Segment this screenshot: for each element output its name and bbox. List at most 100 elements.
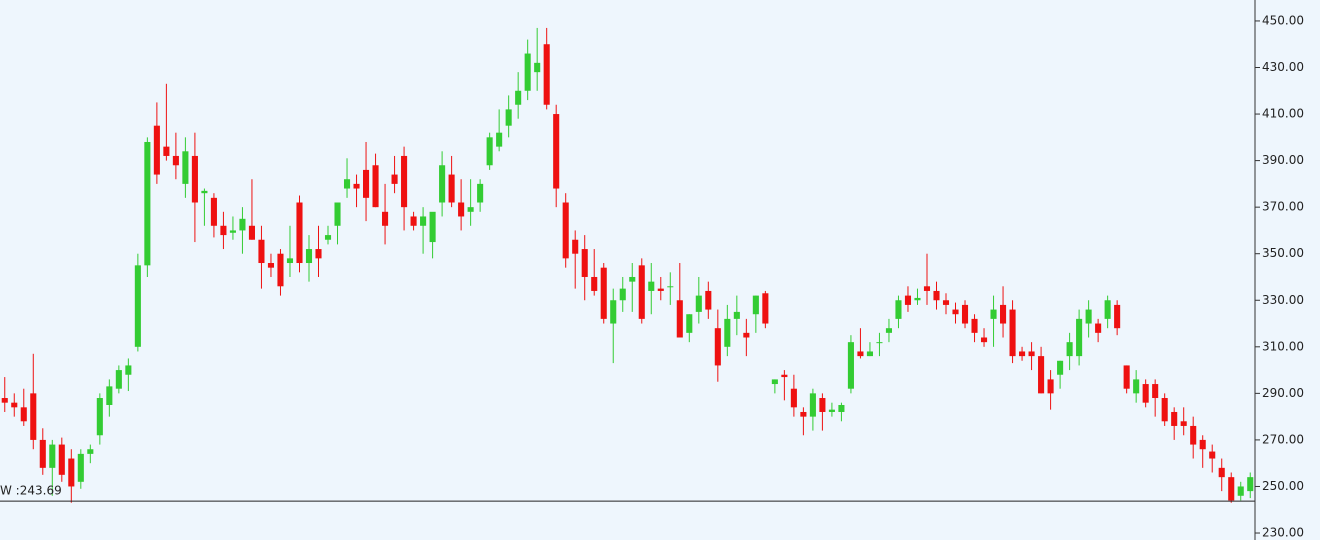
candle-body <box>809 393 816 417</box>
candle-body <box>343 179 351 189</box>
y-tick-label: 410.00 <box>1262 107 1304 121</box>
candle-body <box>1180 421 1187 426</box>
candle-body <box>562 202 569 259</box>
candle-body <box>524 53 531 91</box>
candle-body <box>667 286 674 288</box>
candle-body <box>600 267 607 319</box>
candle-body <box>172 155 179 166</box>
candle-body <box>819 398 826 412</box>
candle-body <box>828 409 835 412</box>
candle-body <box>1171 411 1178 426</box>
candle-body <box>771 379 778 385</box>
candle-body <box>267 263 275 268</box>
candle-body <box>1228 477 1235 501</box>
candle-body <box>933 290 940 301</box>
y-tick-label: 350.00 <box>1262 246 1304 260</box>
candle-body <box>1114 304 1121 329</box>
candle-body <box>382 211 389 226</box>
candle-body <box>743 332 750 338</box>
candle-body <box>144 141 151 266</box>
candle-body <box>477 183 484 203</box>
candle-body <box>971 318 978 333</box>
candle-body <box>153 125 160 175</box>
candle-body <box>885 328 893 333</box>
y-tick-label: 370.00 <box>1262 200 1304 214</box>
candle-body <box>790 388 797 408</box>
candle-body <box>904 295 912 305</box>
candle-body <box>553 114 560 189</box>
candle-body <box>505 109 512 126</box>
candle-body <box>258 239 265 264</box>
candle-body <box>638 265 645 319</box>
candle-body <box>990 309 997 319</box>
candle-body <box>629 276 636 282</box>
candle-body <box>420 216 427 226</box>
candle-body <box>838 405 845 412</box>
candle-body <box>315 249 322 259</box>
candle-body <box>857 351 864 357</box>
candle-body <box>914 297 921 301</box>
candle-body <box>591 276 598 291</box>
candle-body <box>515 90 522 105</box>
candle-body <box>30 393 37 440</box>
candle-body <box>11 402 18 408</box>
candle-body <box>68 458 75 487</box>
candle-body <box>277 253 284 287</box>
candle-body <box>961 304 969 324</box>
candle-body <box>952 309 959 315</box>
candle-body <box>781 374 788 378</box>
candle-body <box>191 155 198 203</box>
reference-label: W :243.69 <box>0 484 62 498</box>
candle-body <box>1190 425 1197 445</box>
candle-body <box>1237 486 1244 496</box>
candle-body <box>1104 300 1111 319</box>
candle-body <box>286 258 294 264</box>
candle-body <box>1000 304 1007 324</box>
candle-body <box>467 207 474 212</box>
candle-body <box>1085 309 1092 324</box>
candle-body <box>410 216 417 226</box>
candle-body <box>714 328 721 366</box>
y-tick-label: 450.00 <box>1262 13 1304 27</box>
y-tick-label: 430.00 <box>1262 60 1304 74</box>
candle-body <box>733 311 740 319</box>
candle-body <box>220 225 227 236</box>
candle-body <box>724 318 731 347</box>
candle-body <box>657 288 664 291</box>
candle-body <box>1247 477 1254 492</box>
candle-body <box>305 249 313 264</box>
candle-body <box>1028 351 1035 357</box>
candle-body <box>676 300 683 338</box>
candle-body <box>1123 365 1130 389</box>
candle-body <box>800 411 807 417</box>
candle-body <box>923 286 931 291</box>
candle-body <box>686 314 693 333</box>
candle-body <box>1209 451 1216 459</box>
candle-body <box>1057 360 1064 375</box>
candle-body <box>210 197 217 226</box>
candle-body <box>534 62 541 73</box>
candle-body <box>334 202 341 226</box>
candle-body <box>134 265 141 347</box>
candle-body <box>20 407 27 422</box>
candle-body <box>980 337 988 343</box>
candle-body <box>762 293 769 324</box>
candle-body <box>125 365 132 375</box>
candle-body <box>87 449 94 454</box>
candle-body <box>752 295 759 315</box>
candle-body <box>572 239 579 254</box>
candle-body <box>239 218 246 231</box>
candle-body <box>581 249 588 277</box>
candle-body <box>182 151 189 184</box>
y-tick-label: 230.00 <box>1262 526 1304 540</box>
candle-body <box>324 235 332 240</box>
candle-body <box>1199 439 1206 450</box>
candle-body <box>96 398 103 436</box>
candle-body <box>49 444 56 468</box>
candle-body <box>847 342 854 389</box>
y-tick-label: 330.00 <box>1262 293 1304 307</box>
candle-body <box>1161 398 1168 422</box>
y-tick-label: 290.00 <box>1262 386 1304 400</box>
